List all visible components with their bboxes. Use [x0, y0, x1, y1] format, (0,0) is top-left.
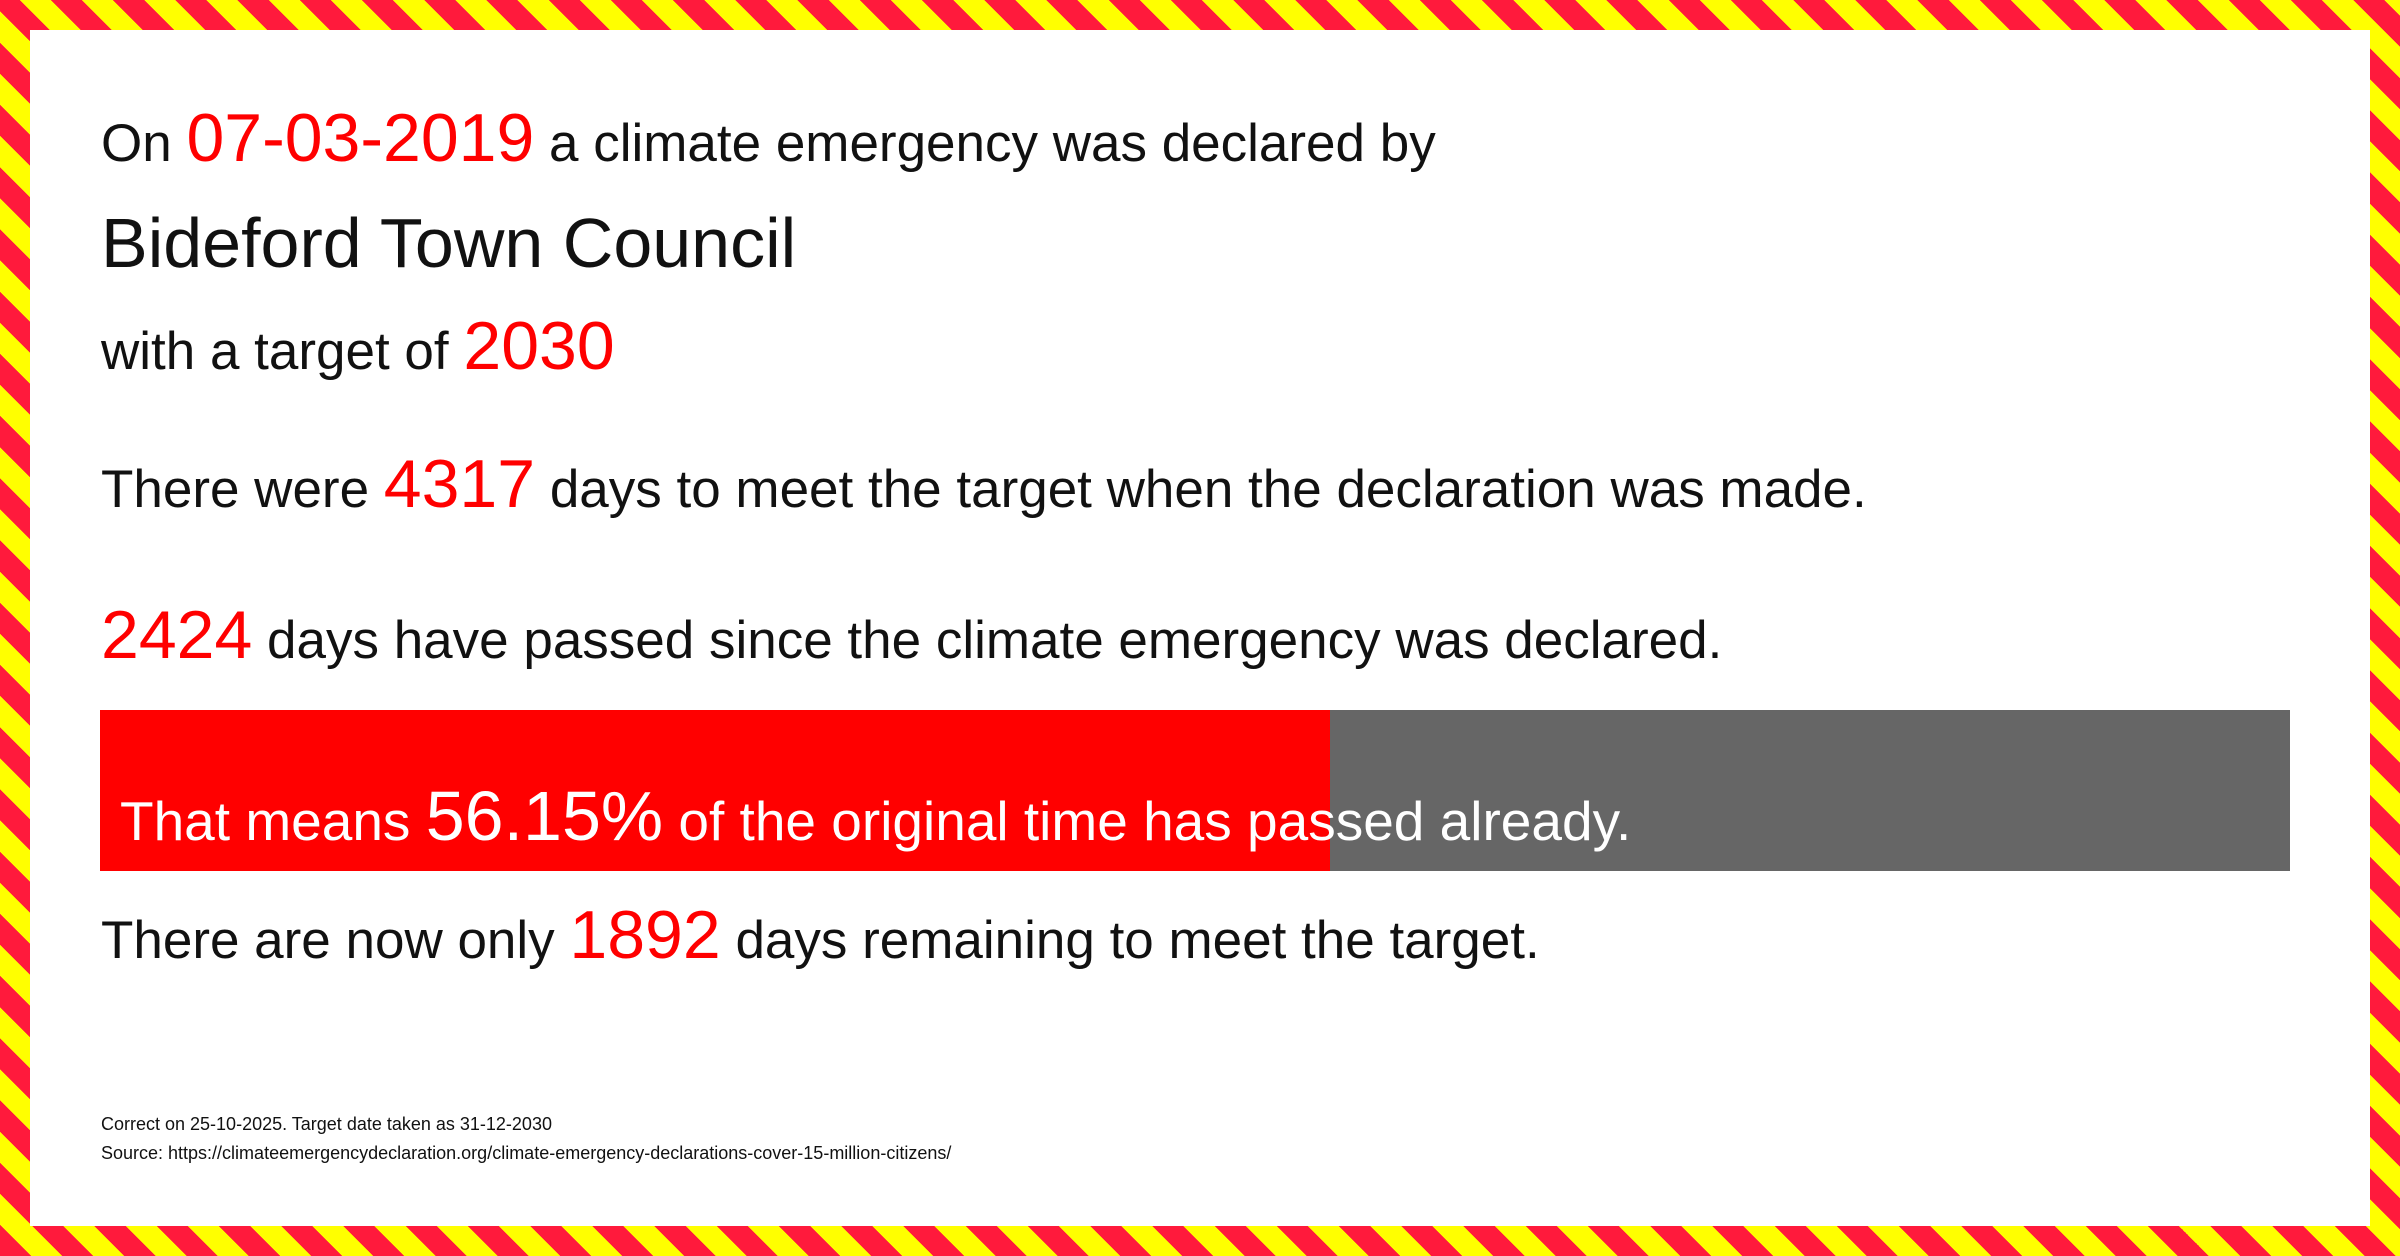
text: On	[101, 114, 172, 173]
days: 4317	[383, 446, 536, 522]
declaration-line: On 07-03-2019 a climate emergency was de…	[101, 104, 1436, 172]
text: days to meet the target when the declara…	[549, 460, 1867, 519]
progress-bar: That means 56.15% of the original time h…	[100, 710, 2290, 871]
text: days have passed since the climate emerg…	[267, 611, 1723, 670]
council: Bideford Town Council	[101, 204, 797, 282]
date: 07-03-2019	[186, 100, 535, 176]
text: days remaining to meet the target.	[735, 911, 1540, 970]
days-total-line: There were 4317 days to meet the target …	[101, 450, 1867, 518]
days: 2424	[101, 597, 253, 673]
days-remaining-line: There are now only 1892 days remaining t…	[101, 901, 1540, 969]
days-passed-line: 2424 days have passed since the climate …	[101, 601, 1722, 669]
target-line: with a target of 2030	[101, 312, 615, 380]
card: On 07-03-2019 a climate emergency was de…	[30, 30, 2370, 1226]
text: a climate emergency was declared by	[549, 114, 1436, 173]
progress-text: That means 56.15% of the original time h…	[120, 781, 1631, 851]
text: There were	[101, 460, 370, 519]
target: 2030	[463, 308, 615, 384]
footer-source: Source: https://climateemergencydeclarat…	[101, 1143, 952, 1163]
text: with a target of	[101, 322, 449, 381]
text: There are now only	[101, 911, 555, 970]
days: 1892	[569, 897, 721, 973]
text: of the original time has passed already.	[678, 790, 1632, 852]
text: That means	[120, 790, 411, 852]
percent: 56.15%	[425, 777, 664, 855]
progress-fill	[100, 710, 1330, 871]
footer-note: Correct on 25-10-2025. Target date taken…	[101, 1114, 552, 1134]
